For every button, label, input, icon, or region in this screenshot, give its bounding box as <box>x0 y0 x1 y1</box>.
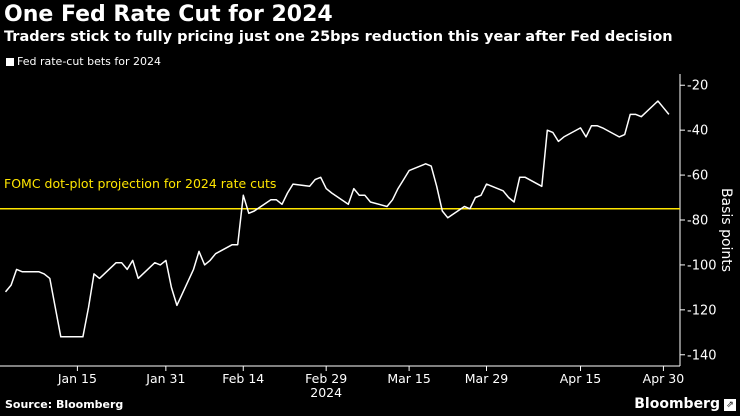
chart-subtitle: Traders stick to fully pricing just one … <box>4 29 673 45</box>
y-tick-label: -40 <box>687 124 708 139</box>
series-line <box>4 100 670 338</box>
bloomberg-chart-icon: ⇗ <box>724 399 736 411</box>
legend: Fed rate-cut bets for 2024 <box>6 55 161 68</box>
legend-label: Fed rate-cut bets for 2024 <box>17 55 162 68</box>
x-year-label: 2024 <box>310 385 342 400</box>
x-tick-label: Jan 15 <box>57 371 97 386</box>
y-tick-label: -100 <box>687 258 717 273</box>
x-tick-label: Feb 14 <box>222 371 264 386</box>
x-tick-label: Jan 31 <box>145 371 185 386</box>
x-tick-label: Apr 30 <box>643 371 685 386</box>
y-tick-label: -120 <box>687 303 717 318</box>
reference-line-label: FOMC dot-plot projection for 2024 rate c… <box>4 176 276 191</box>
y-tick-label: -80 <box>687 214 708 229</box>
x-tick-label: Feb 29 <box>305 371 347 386</box>
y-tick-label: -60 <box>687 169 708 184</box>
legend-swatch <box>6 57 14 66</box>
chart-title: One Fed Rate Cut for 2024 <box>4 2 333 27</box>
y-tick-label: -140 <box>687 348 717 363</box>
x-tick-label: Mar 15 <box>387 371 430 386</box>
x-tick-label: Apr 15 <box>560 371 602 386</box>
brand-logo: Bloomberg <box>634 396 720 412</box>
source-note: Source: Bloomberg <box>5 398 124 411</box>
x-tick-label: Mar 29 <box>465 371 509 386</box>
y-axis-label: Basis points <box>718 188 734 272</box>
y-tick-label: -20 <box>687 79 708 94</box>
